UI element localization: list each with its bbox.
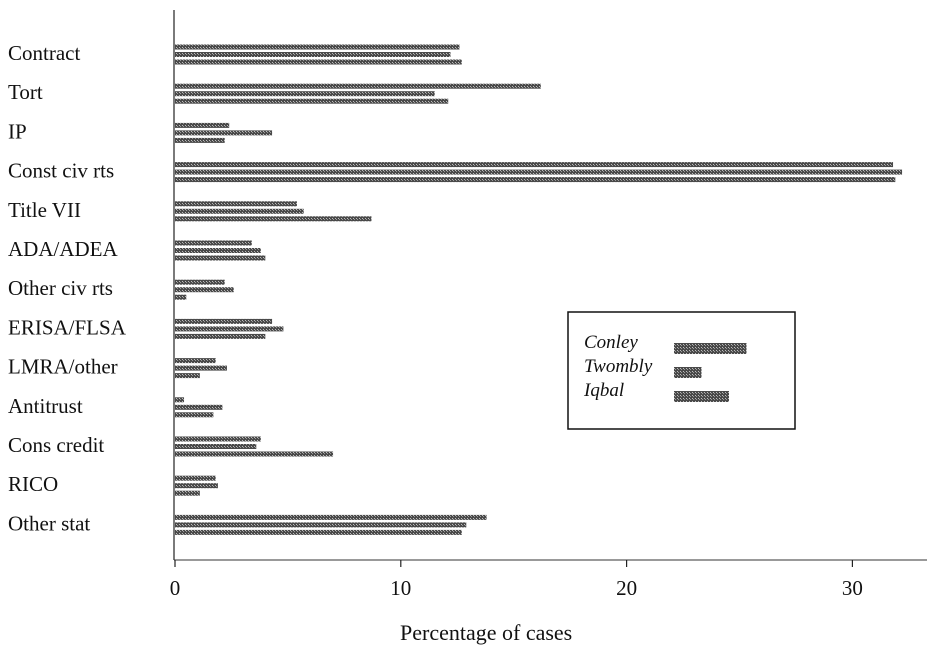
bar-conley-4 xyxy=(175,201,297,207)
bar-iqbal-9 xyxy=(175,412,214,418)
bar-iqbal-1 xyxy=(175,98,449,104)
legend-label-twombly: Twombly xyxy=(584,356,653,377)
legend-box xyxy=(567,311,796,430)
legend-swatch-iqbal xyxy=(674,391,729,402)
bar-conley-9 xyxy=(175,397,185,403)
legend-swatch-twombly xyxy=(674,367,702,378)
category-label: Const civ rts xyxy=(8,159,114,183)
category-label: RICO xyxy=(8,472,58,496)
bar-conley-6 xyxy=(175,279,225,285)
legend-label-iqbal: Iqbal xyxy=(583,380,624,401)
category-label: Contract xyxy=(8,41,80,65)
bar-iqbal-0 xyxy=(175,59,462,65)
bar-conley-0 xyxy=(175,44,460,50)
bars xyxy=(175,44,903,535)
bar-iqbal-3 xyxy=(175,177,896,183)
bar-twombly-4 xyxy=(175,208,304,214)
category-label: LMRA/other xyxy=(8,355,118,379)
bar-iqbal-12 xyxy=(175,529,462,535)
x-tick-label: 10 xyxy=(390,576,411,600)
bar-iqbal-6 xyxy=(175,294,187,300)
x-tick-label: 30 xyxy=(842,576,863,600)
bar-twombly-2 xyxy=(175,130,273,136)
bar-twombly-3 xyxy=(175,169,903,175)
category-label: Antitrust xyxy=(8,394,83,418)
bar-conley-12 xyxy=(175,514,487,520)
bar-twombly-6 xyxy=(175,287,234,293)
bar-conley-2 xyxy=(175,122,230,128)
bar-twombly-8 xyxy=(175,365,227,371)
category-label: IP xyxy=(8,119,27,143)
bar-conley-11 xyxy=(175,475,216,481)
bar-conley-7 xyxy=(175,318,273,324)
legend: Conley Twombly Iqbal xyxy=(567,311,796,430)
bar-conley-1 xyxy=(175,83,541,89)
category-labels: Contract Tort IP Const civ rts Title VII ADA/… xyxy=(8,41,127,535)
x-tick-label: 0 xyxy=(170,576,181,600)
bar-twombly-11 xyxy=(175,483,218,489)
bar-twombly-10 xyxy=(175,444,257,449)
bar-twombly-1 xyxy=(175,91,435,97)
bar-conley-5 xyxy=(175,240,252,246)
bar-iqbal-5 xyxy=(175,255,266,261)
category-label: Cons credit xyxy=(8,433,104,457)
x-axis-ticks: 0 10 20 30 xyxy=(170,560,863,600)
bar-twombly-9 xyxy=(175,404,223,410)
category-label: ERISA/FLSA xyxy=(8,315,127,339)
category-label: Other civ rts xyxy=(8,276,113,300)
plot-area xyxy=(173,10,927,561)
bar-twombly-5 xyxy=(175,248,261,253)
bar-iqbal-2 xyxy=(175,137,225,143)
bar-iqbal-10 xyxy=(175,451,334,457)
legend-label-conley: Conley xyxy=(584,332,638,353)
bar-conley-8 xyxy=(175,358,216,364)
category-label: Other stat xyxy=(8,511,90,535)
bar-twombly-12 xyxy=(175,522,467,528)
bar-twombly-7 xyxy=(175,326,284,332)
bar-twombly-0 xyxy=(175,52,451,57)
category-label: Title VII xyxy=(8,198,81,222)
category-label: Tort xyxy=(8,80,43,104)
bar-iqbal-7 xyxy=(175,333,266,339)
bar-iqbal-11 xyxy=(175,490,200,496)
bar-conley-3 xyxy=(175,162,894,168)
legend-swatch-conley xyxy=(674,343,747,354)
category-label: ADA/ADEA xyxy=(8,237,118,261)
bar-iqbal-4 xyxy=(175,216,372,222)
x-axis-title: Percentage of cases xyxy=(400,620,572,645)
bar-conley-10 xyxy=(175,436,261,442)
x-tick-label: 20 xyxy=(616,576,637,600)
bar-iqbal-8 xyxy=(175,373,200,379)
